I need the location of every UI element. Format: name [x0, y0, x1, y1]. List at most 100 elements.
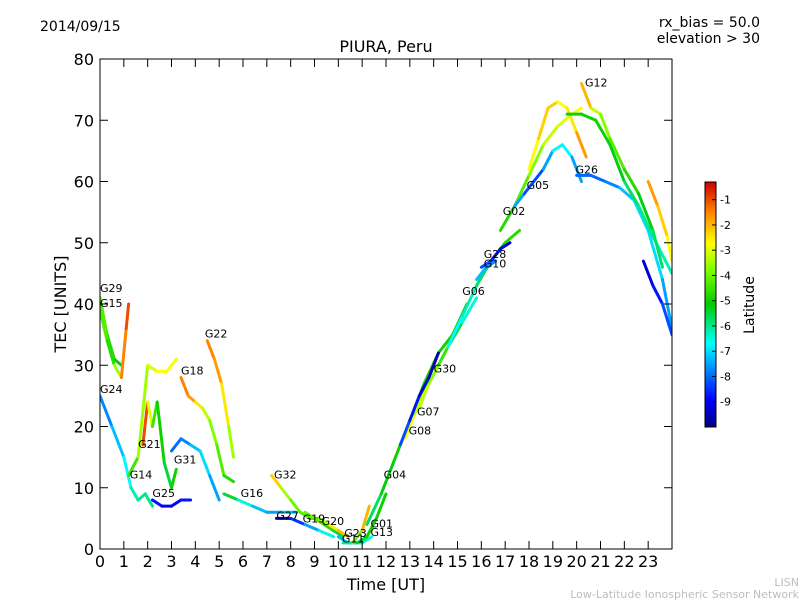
- series-segment: [608, 137, 626, 171]
- series-g24: [100, 394, 154, 508]
- series-g28: [479, 241, 512, 269]
- series-segment: [503, 229, 521, 245]
- prn-label: G26: [575, 164, 598, 177]
- series-segment: [589, 106, 602, 116]
- series-g26b: [579, 82, 664, 269]
- series-segment: [460, 284, 479, 318]
- series-g15: [100, 302, 131, 379]
- series-segment: [186, 394, 197, 404]
- x-tick-label: 16: [471, 552, 491, 571]
- series-segment: [427, 363, 440, 386]
- series-segment: [565, 106, 579, 134]
- prn-label: G18: [181, 364, 204, 377]
- series-segment: [165, 357, 178, 373]
- y-tick-label: 80: [74, 50, 94, 69]
- series-segment: [489, 247, 502, 263]
- series-segment: [498, 241, 512, 251]
- x-tick-label: 12: [376, 552, 396, 571]
- series-segment: [656, 204, 669, 239]
- colorbar-tick-label: -1: [720, 194, 731, 207]
- series-segment: [637, 192, 655, 232]
- series-g07: [398, 351, 440, 447]
- series-segment: [660, 302, 672, 337]
- prn-label: G28: [484, 248, 507, 261]
- series-segment: [417, 382, 431, 410]
- series-segment: [374, 492, 388, 520]
- footer-network: Low-Latitude Ionospheric Sensor Network: [570, 588, 799, 600]
- series-segment: [100, 394, 114, 428]
- y-tick-label: 10: [74, 479, 94, 498]
- series-segment: [150, 498, 164, 508]
- series-segment: [170, 467, 178, 490]
- prn-label: G10: [484, 257, 507, 270]
- y-tick-label: 30: [74, 356, 94, 375]
- y-tick-label: 60: [74, 173, 94, 192]
- x-tick-label: 5: [214, 552, 224, 571]
- series-segment: [289, 498, 302, 514]
- series-segment: [646, 229, 664, 281]
- series-g20: [317, 516, 350, 539]
- series-segment: [170, 498, 183, 508]
- colorbar-tick-label: -9: [720, 396, 731, 409]
- series-segment: [336, 529, 350, 539]
- colorbar-label: Latitude: [742, 276, 758, 334]
- series-segment: [541, 149, 555, 171]
- y-tick-label: 70: [74, 111, 94, 130]
- series-segment: [112, 357, 123, 367]
- series-segment: [122, 455, 133, 490]
- series-segment: [208, 418, 219, 447]
- series-segment: [200, 406, 212, 422]
- series-segment: [360, 535, 374, 545]
- prn-label: G05: [527, 179, 550, 192]
- prn-label: G27: [276, 510, 299, 523]
- series-segment: [146, 400, 154, 428]
- series-segment: [208, 474, 221, 502]
- series-g12b: [565, 112, 672, 275]
- series-segment: [651, 229, 664, 269]
- prn-label: G11: [342, 532, 365, 545]
- x-tick-label: 8: [286, 552, 296, 571]
- series-segment: [119, 327, 128, 379]
- series-segment: [162, 461, 173, 490]
- series-segment: [317, 529, 336, 539]
- series-segment: [303, 523, 321, 533]
- series-segment: [484, 259, 498, 269]
- series-segment: [222, 492, 240, 502]
- series-segment: [622, 180, 641, 208]
- colorbar-tick-label: -3: [720, 244, 731, 257]
- series-segment: [236, 498, 255, 508]
- x-tick-label: 17: [495, 552, 515, 571]
- elevation-label: elevation > 30: [657, 31, 760, 47]
- series-segment: [603, 180, 622, 190]
- series-segment: [136, 492, 147, 502]
- x-tick-label: 10: [328, 552, 348, 571]
- prn-label: G16: [241, 487, 264, 500]
- series-segment: [212, 357, 224, 386]
- series-segment: [170, 437, 183, 453]
- prn-label: G14: [130, 469, 153, 482]
- series-segment: [436, 345, 450, 367]
- series-segment: [105, 339, 116, 367]
- series-segment: [189, 443, 202, 453]
- x-tick-label: 2: [143, 552, 153, 571]
- prn-label: G20: [322, 515, 345, 528]
- series-segment: [579, 82, 593, 110]
- series-g30: [417, 296, 479, 410]
- x-tick-label: 21: [590, 552, 610, 571]
- x-tick-label: 20: [566, 552, 586, 571]
- prn-label: G02: [503, 205, 526, 218]
- series-g23b: [641, 259, 672, 337]
- date-label: 2014/09/15: [40, 19, 121, 35]
- series-segment: [365, 516, 378, 539]
- colorbar-tick-label: -5: [720, 295, 731, 308]
- x-tick-label: 0: [95, 552, 105, 571]
- series-segment: [193, 400, 204, 410]
- series-segment: [541, 124, 560, 147]
- series-segment: [198, 449, 212, 477]
- y-tick-label: 0: [84, 540, 94, 559]
- x-tick-label: 23: [638, 552, 658, 571]
- prn-label: G12: [585, 77, 608, 90]
- series-segment: [365, 492, 383, 526]
- series-segment: [560, 143, 574, 159]
- series-segment: [618, 186, 636, 202]
